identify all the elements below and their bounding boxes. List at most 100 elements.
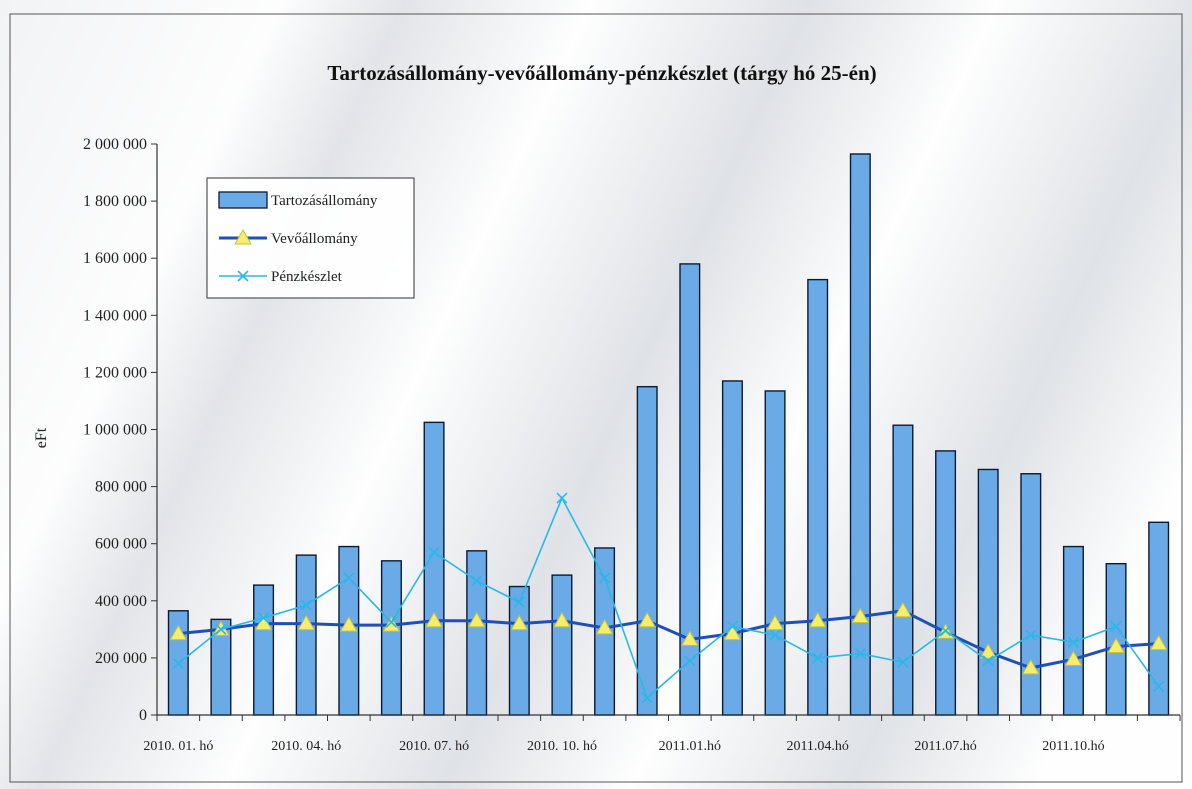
data-point	[641, 692, 653, 704]
x-tick-label: 2011.04.hó	[786, 739, 848, 754]
data-point	[510, 614, 529, 631]
data-point	[172, 658, 184, 670]
data-point	[1149, 634, 1168, 651]
y-tick-group: 0 200 000 400 000 600 000 800 000 1 000 000 1 …	[83, 136, 157, 724]
y-tick-label: 0	[139, 707, 147, 724]
bar	[253, 584, 275, 716]
legend-swatch	[218, 191, 268, 209]
data-point	[894, 601, 912, 618]
y-tick-label: 400 000	[95, 593, 147, 610]
bar	[508, 585, 530, 716]
data-point	[1064, 650, 1083, 666]
data-point	[812, 652, 824, 664]
data-point	[425, 611, 443, 628]
data-point	[1107, 637, 1125, 653]
legend-marker	[234, 228, 252, 245]
data-point	[684, 655, 696, 667]
series-line	[178, 609, 1159, 670]
data-point	[939, 625, 952, 637]
y-tick-label: 200 000	[95, 650, 147, 667]
bar	[679, 263, 701, 716]
data-point	[257, 612, 270, 624]
y-tick-label: 1 800 000	[83, 193, 147, 210]
chart-title: Tartozásállomány-vevőállomány-pénzkészle…	[327, 61, 876, 85]
data-point	[680, 630, 699, 646]
y-axis-title-group: eFt	[33, 427, 50, 448]
x-tick-label: 2010. 07. hó	[399, 739, 469, 754]
data-point	[1153, 680, 1165, 693]
y-tick-label: 800 000	[95, 479, 147, 496]
data-point	[471, 575, 483, 587]
data-point	[598, 572, 611, 584]
data-point	[339, 616, 358, 632]
series-line	[177, 496, 1160, 700]
data-point	[215, 623, 227, 635]
data-point	[1021, 658, 1040, 675]
x-tick-label: 2010. 01. hó	[143, 739, 213, 754]
data-point	[979, 643, 998, 659]
x-tick-label: 2010. 10. hó	[527, 739, 597, 754]
data-point	[513, 596, 525, 608]
x-tick-label: 2011.10.hó	[1042, 739, 1104, 754]
bar	[423, 421, 445, 716]
y-axis-title: eFt	[33, 427, 50, 448]
y-tick-label: 600 000	[95, 536, 147, 553]
bar	[892, 424, 914, 716]
data-point	[1110, 620, 1122, 633]
x-tick-label: 2011.01.hó	[659, 739, 721, 754]
bar	[849, 153, 871, 716]
data-point	[385, 616, 398, 628]
bar	[551, 574, 573, 716]
x-tick-group: 2010. 01. hó 2010. 04. hó 2010. 07. hó 2010…	[143, 715, 1181, 754]
data-point	[638, 611, 657, 628]
data-point	[300, 599, 312, 611]
data-point	[467, 611, 486, 628]
data-point	[769, 629, 781, 641]
data-point	[595, 618, 614, 635]
y-tick-label: 1 200 000	[83, 364, 147, 381]
legend-label: Pénzkészlet	[271, 269, 343, 285]
bar	[380, 560, 402, 716]
legend-item: Vevőállomány	[219, 228, 358, 247]
data-point	[428, 546, 440, 558]
x-tick-label: 2010. 04. hó	[271, 739, 341, 754]
data-point	[1025, 629, 1037, 641]
data-point	[897, 656, 909, 668]
bar	[1020, 473, 1042, 716]
chart-border	[9, 13, 1183, 783]
y-tick-label: 1 600 000	[83, 250, 147, 267]
data-point	[723, 624, 742, 641]
bar	[764, 390, 786, 716]
legend: Tartozásállomány Vevőállomány Pénzkészlet	[206, 177, 415, 299]
data-point	[726, 620, 739, 633]
bar	[977, 468, 999, 716]
bar	[1062, 545, 1084, 716]
data-point	[982, 655, 994, 667]
data-point	[851, 607, 870, 624]
data-point	[382, 616, 401, 632]
y-tick-label: 1 400 000	[83, 307, 147, 324]
bar	[636, 385, 658, 716]
line-series-group	[169, 492, 1168, 704]
legend-item: Pénzkészlet	[219, 269, 343, 285]
data-point	[553, 611, 571, 628]
data-point	[854, 648, 866, 660]
data-point	[297, 614, 316, 631]
legend-label: Vevőállomány	[271, 231, 358, 247]
bar	[807, 278, 829, 716]
bar	[721, 380, 743, 716]
bar	[295, 554, 317, 716]
data-point	[1067, 636, 1080, 648]
legend-item: Tartozásállomány	[218, 191, 378, 209]
data-point	[343, 572, 355, 584]
data-point	[808, 611, 827, 628]
x-tick-label: 2011.07.hó	[914, 739, 976, 754]
y-tick-label: 1 000 000	[83, 422, 147, 439]
data-point	[766, 614, 784, 631]
y-tick-label: 2 000 000	[83, 136, 147, 153]
data-point	[556, 492, 568, 504]
legend-label: Tartozásállomány	[271, 193, 378, 209]
bar	[935, 450, 957, 716]
